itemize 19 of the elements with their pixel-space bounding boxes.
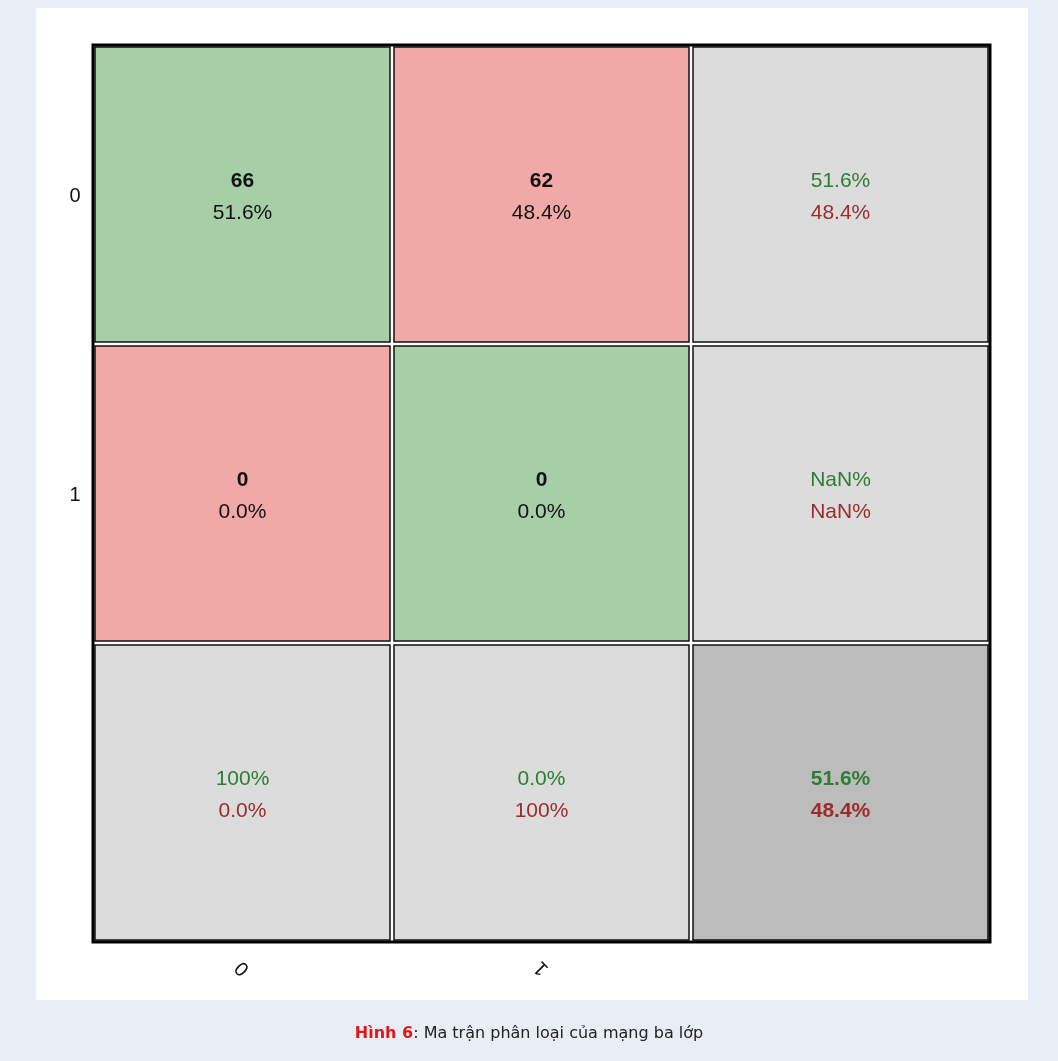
annotation: 48.4% <box>511 199 572 223</box>
data-label: 0 <box>236 466 249 490</box>
annotation: 51.6% <box>212 199 273 223</box>
data-label: 62 <box>529 167 554 191</box>
data-label: 51.6% <box>810 765 871 789</box>
data-label: 66 <box>230 167 255 191</box>
data-label: 0 <box>535 466 548 490</box>
annotation: NaN% <box>810 498 871 522</box>
annotation: 0.0% <box>218 797 267 821</box>
data-label: 100% <box>215 765 270 789</box>
annotation: 100% <box>514 797 569 821</box>
annotation: 0.0% <box>218 498 267 522</box>
shaded-box: NaN% NaN% <box>692 345 989 642</box>
data-label: 51.6% <box>810 167 871 191</box>
annotation: 0.0% <box>517 498 566 522</box>
annotation: 48.4% <box>810 797 871 821</box>
text: Hình 6: Ma trận phân loại của mạng ba lớp <box>354 1023 704 1042</box>
annotation: 48.4% <box>810 199 871 223</box>
data-label: 0.0% <box>517 765 566 789</box>
